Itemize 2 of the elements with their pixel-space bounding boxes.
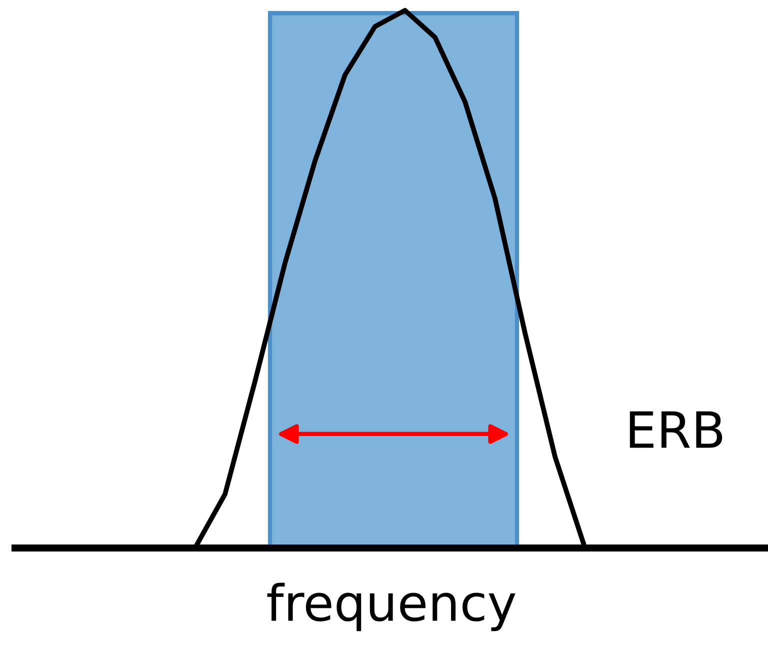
x-axis-title: frequency bbox=[267, 582, 516, 632]
annotation: ERB bbox=[630, 411, 722, 448]
